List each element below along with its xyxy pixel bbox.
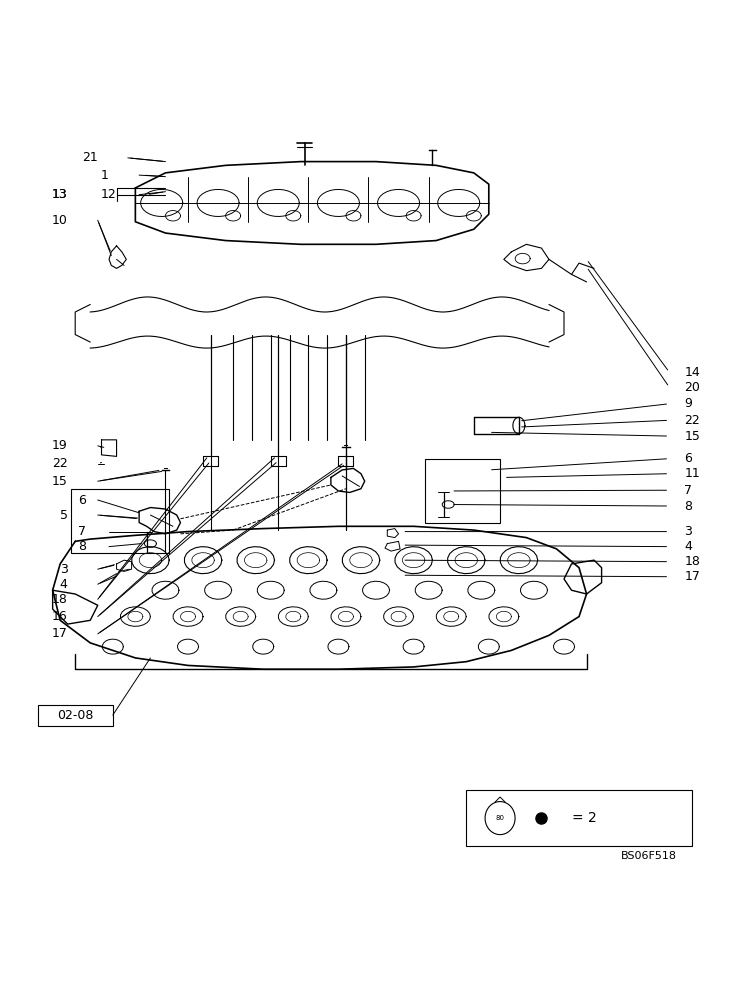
Text: 5: 5	[59, 509, 68, 522]
Text: 16: 16	[52, 610, 68, 623]
Text: 13: 13	[52, 188, 68, 201]
Text: 1: 1	[102, 169, 109, 182]
Text: BS06F518: BS06F518	[621, 851, 677, 861]
Text: 17: 17	[684, 570, 700, 583]
Text: 22: 22	[684, 414, 700, 427]
Text: 9: 9	[684, 397, 692, 410]
Text: 8: 8	[78, 540, 86, 553]
Text: 14: 14	[684, 366, 700, 379]
Text: 11: 11	[684, 467, 700, 480]
Text: 15: 15	[684, 430, 700, 443]
Text: 10: 10	[52, 214, 68, 227]
Text: 4: 4	[684, 540, 692, 553]
Text: 19: 19	[52, 439, 68, 452]
Text: 7: 7	[78, 525, 86, 538]
Text: 3: 3	[60, 563, 68, 576]
Text: 17: 17	[52, 627, 68, 640]
Text: 7: 7	[684, 484, 693, 497]
Bar	[466, 790, 692, 846]
Text: 6: 6	[684, 452, 692, 465]
Bar	[425, 459, 500, 523]
Text: 22: 22	[52, 457, 68, 470]
Text: 8: 8	[684, 500, 693, 513]
Text: 3: 3	[684, 525, 692, 538]
Text: 80: 80	[496, 815, 505, 821]
Text: 13: 13	[52, 188, 68, 201]
Text: 02-08: 02-08	[57, 709, 93, 722]
Text: 18: 18	[52, 593, 68, 606]
Text: 4: 4	[60, 578, 68, 591]
Text: 12: 12	[101, 188, 117, 201]
Bar	[71, 489, 169, 553]
Text: 18: 18	[684, 555, 700, 568]
Bar	[38, 705, 113, 726]
Text: 21: 21	[82, 151, 98, 164]
Text: 6: 6	[79, 493, 86, 506]
Text: 20: 20	[684, 381, 700, 394]
Text: 15: 15	[52, 475, 68, 488]
Text: = 2: = 2	[572, 811, 596, 825]
